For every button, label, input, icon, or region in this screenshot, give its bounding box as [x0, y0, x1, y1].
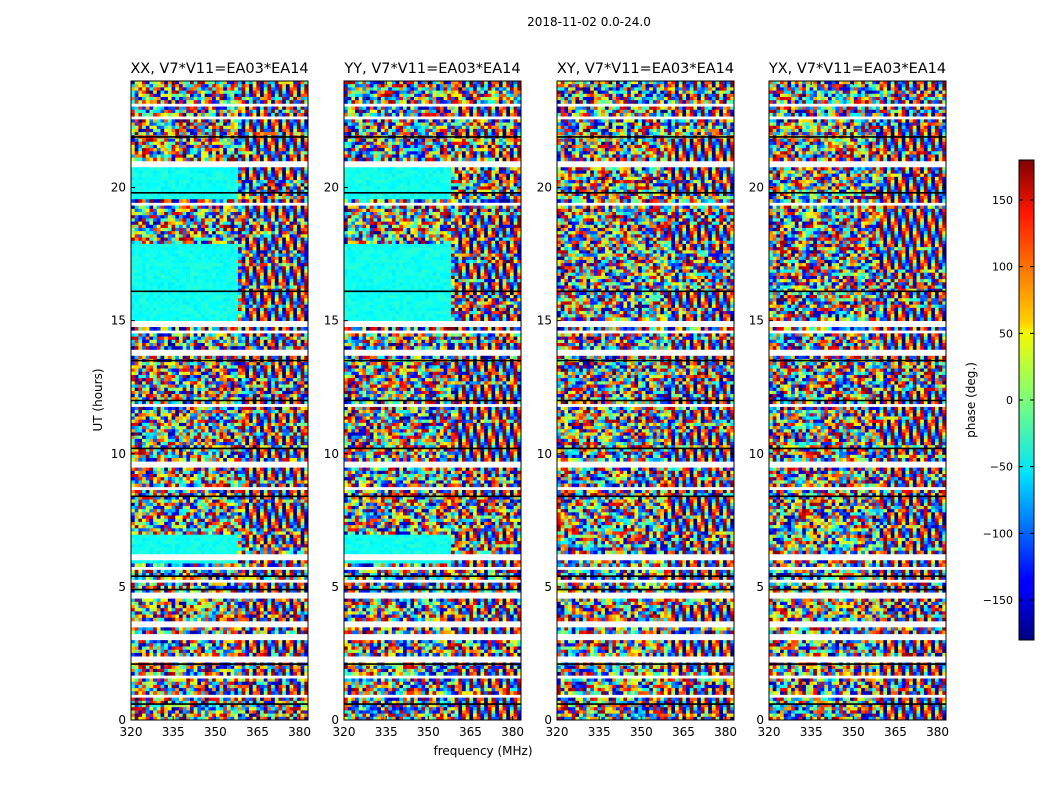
x-tick-label: 380: [288, 725, 311, 739]
heatmap-cells: [344, 81, 521, 720]
y-tick-label: 5: [756, 580, 764, 594]
x-tick-label: 335: [800, 725, 823, 739]
y-tick-label: 5: [118, 580, 126, 594]
y-tick-label: 10: [111, 447, 126, 461]
x-tick-label: 350: [842, 725, 865, 739]
y-tick-label: 15: [324, 314, 339, 328]
x-tick-label: 365: [459, 725, 482, 739]
panel-yx: YX, V7*V11=EA03*EA14 320 335 350 365 380 0 5 10 1…: [749, 61, 949, 739]
colorbar-tick-label: 100: [992, 261, 1013, 274]
panel-title: YX, V7*V11=EA03*EA14: [768, 61, 946, 77]
x-tick-label: 365: [672, 725, 695, 739]
x-tick-label: 350: [417, 725, 440, 739]
y-tick-label: 10: [324, 447, 339, 461]
y-tick-label: 10: [537, 447, 552, 461]
x-tick-label: 350: [204, 725, 227, 739]
colorbar-tick-label: −50: [990, 461, 1013, 474]
panel-title: YY, V7*V11=EA03*EA14: [343, 61, 520, 77]
x-tick-label: 335: [588, 725, 611, 739]
panels: XX, V7*V11=EA03*EA14 320 335 350 365 380 0 5 10 1…: [111, 61, 949, 739]
y-tick-label: 20: [537, 181, 552, 195]
y-tick-label: 10: [749, 447, 764, 461]
x-tick-label: 335: [162, 725, 185, 739]
x-tick-label: 320: [546, 725, 569, 739]
colorbar-tick-label: 50: [999, 327, 1013, 340]
y-tick-label: 15: [111, 314, 126, 328]
x-tick-label: 335: [375, 725, 398, 739]
x-axis-label: frequency (MHz): [433, 744, 532, 758]
y-axis-label: UT (hours): [91, 368, 105, 431]
x-tick-label: 380: [926, 725, 949, 739]
x-tick-label: 380: [714, 725, 737, 739]
y-tick-label: 0: [118, 713, 126, 727]
x-tick-label: 320: [333, 725, 356, 739]
heatmap-cells: [557, 81, 734, 720]
axes-frame: [343, 80, 522, 721]
x-tick-label: 350: [630, 725, 653, 739]
y-tick-label: 15: [749, 314, 764, 328]
x-tick-label: 320: [120, 725, 143, 739]
y-tick-label: 0: [756, 713, 764, 727]
axes-frame: [130, 80, 309, 721]
colorbar-tick-label: 150: [992, 194, 1013, 207]
y-tick-label: 20: [324, 181, 339, 195]
axes-frame: [768, 80, 947, 721]
y-tick-label: 0: [544, 713, 552, 727]
x-tick-label: 320: [758, 725, 781, 739]
colorbar-tick-label: 0: [1006, 394, 1013, 407]
x-tick-label: 380: [501, 725, 524, 739]
panel-title: XX, V7*V11=EA03*EA14: [130, 61, 308, 77]
colorbar-tick-label: −150: [983, 594, 1013, 607]
panel-yy: YY, V7*V11=EA03*EA14 320 335 350 365 380 0 5 10 1…: [324, 61, 524, 739]
x-tick-label: 365: [246, 725, 269, 739]
panel-title: XY, V7*V11=EA03*EA14: [557, 61, 734, 77]
x-tick-label: 365: [884, 725, 907, 739]
y-tick-label: 15: [537, 314, 552, 328]
colorbar: 150 100 50 0 −50 −100 −150 phase (deg.): [964, 159, 1035, 641]
colorbar-ticks: 150 100 50 0 −50 −100 −150: [983, 194, 1034, 607]
y-tick-label: 5: [544, 580, 552, 594]
panel-xy: XY, V7*V11=EA03*EA14 320 335 350 365 380 0 5 10 1…: [537, 61, 737, 739]
y-tick-label: 20: [749, 181, 764, 195]
axes-frame: [556, 80, 735, 721]
heatmap-cells: [769, 81, 946, 720]
figure-suptitle: 2018-11-02 0.0-24.0: [527, 15, 651, 29]
panel-xx: XX, V7*V11=EA03*EA14 320 335 350 365 380 0 5 10 1…: [111, 61, 311, 739]
y-tick-label: 5: [331, 580, 339, 594]
colorbar-tick-label: −100: [983, 527, 1013, 540]
heatmap-cells: [131, 81, 308, 720]
y-tick-label: 20: [111, 181, 126, 195]
y-tick-label: 0: [331, 713, 339, 727]
colorbar-label: phase (deg.): [964, 362, 978, 438]
